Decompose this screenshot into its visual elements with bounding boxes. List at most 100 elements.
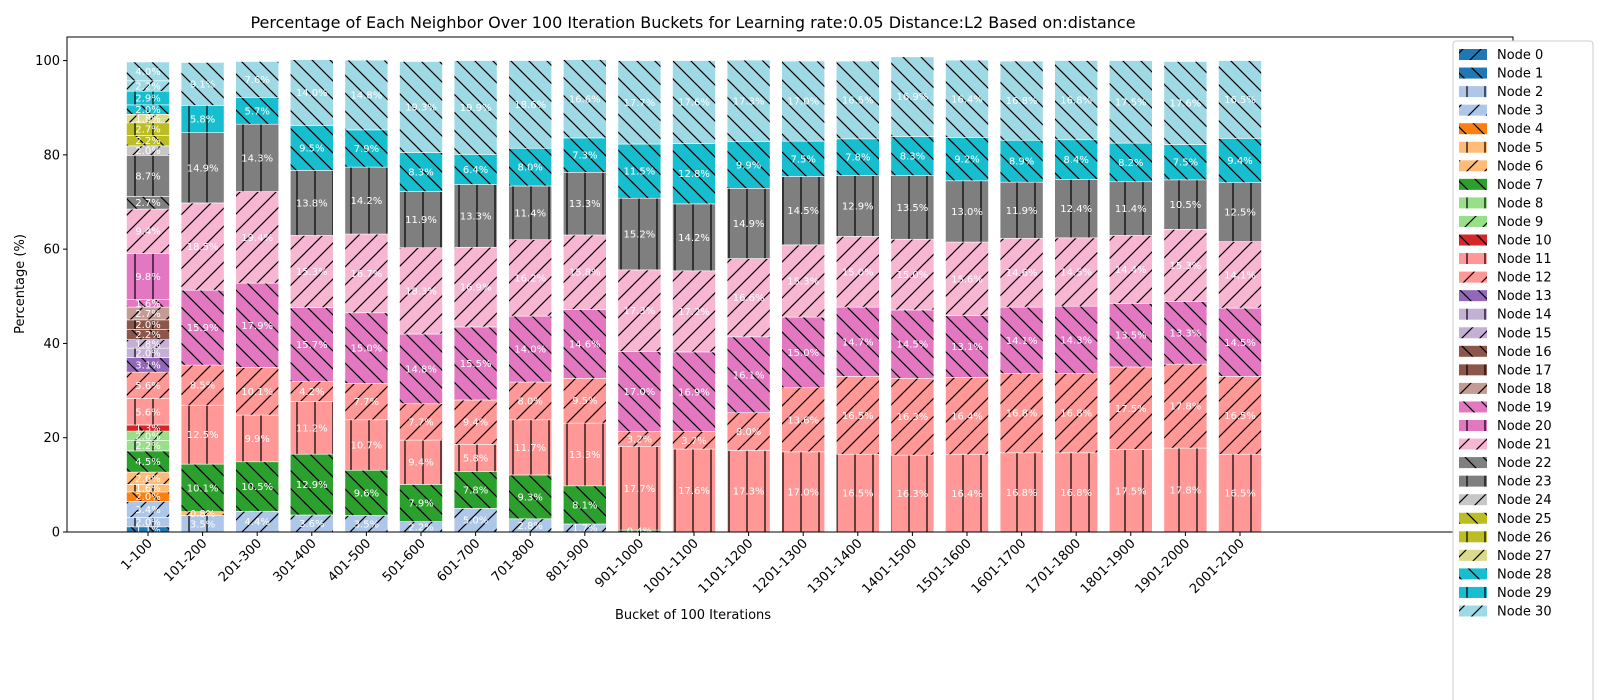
bar-segment [399, 247, 443, 335]
segment-label: 17.3% [733, 96, 765, 107]
x-tick-label: 1401-1500 [860, 536, 921, 597]
segment-label: 17.0% [787, 487, 819, 498]
x-tick-label: 601-700 [434, 536, 483, 585]
legend-label: Node 21 [1497, 438, 1552, 453]
segment-label: 16.8% [1060, 96, 1092, 107]
legend-swatch [1459, 86, 1487, 98]
bar-segment [1109, 449, 1153, 533]
bar-segment [235, 61, 279, 98]
y-tick-label: 20 [43, 431, 60, 446]
x-tick-label: 201-300 [216, 536, 265, 585]
bar-segment [562, 234, 607, 310]
segment-label: 2.0% [135, 518, 160, 529]
bar-segment [835, 60, 880, 140]
segment-label: 8.2% [1118, 158, 1143, 169]
bar-segment [562, 378, 607, 424]
legend-label: Node 30 [1497, 605, 1552, 620]
segment-label: 1.7% [572, 523, 597, 534]
bar-segment [399, 191, 443, 249]
bars-layer [126, 56, 1262, 533]
bar-segment [726, 188, 771, 259]
bar-segment [945, 137, 989, 182]
bar-segment [289, 401, 334, 455]
segment-label: 14.2% [678, 233, 710, 244]
segment-label: 9.4% [408, 458, 433, 469]
segment-label: 2.7% [135, 125, 160, 136]
segment-label: 2.2% [135, 330, 160, 341]
segment-label: 15.0% [351, 344, 383, 355]
bar-segment [781, 140, 826, 177]
segment-label: 9.6% [354, 488, 379, 499]
segment-label: 12.8% [678, 169, 710, 180]
segment-label: 2.7% [135, 198, 160, 209]
bar-segment [999, 60, 1044, 141]
bar-segment [726, 336, 771, 414]
bar-segment [1218, 138, 1262, 183]
bar-segment [1218, 307, 1262, 377]
segment-label: 19.3% [405, 103, 437, 114]
bar-segment [453, 154, 498, 185]
bar-segment [1109, 181, 1153, 236]
bar-segment [562, 485, 607, 525]
bar-segment [1054, 139, 1098, 180]
x-tick-label: 1-100 [119, 536, 156, 573]
legend-swatch [1459, 141, 1487, 153]
bar-segment [1163, 144, 1208, 181]
bar-segment [562, 137, 607, 173]
bar-segment [890, 454, 935, 533]
segment-label: 17.6% [678, 98, 710, 109]
bar-segment [726, 412, 771, 451]
bar-segment [617, 269, 662, 352]
bar-segment [344, 129, 389, 168]
legend-label: Node 18 [1497, 382, 1552, 397]
legend-label: Node 17 [1497, 363, 1552, 378]
segment-label: 16.7% [351, 269, 383, 280]
legend-label: Node 22 [1497, 456, 1552, 471]
bar-segment [781, 387, 826, 453]
bar-segment [1218, 453, 1262, 533]
segment-label: 9.4% [135, 227, 160, 238]
bar-segment [1163, 61, 1208, 145]
legend-swatch [1459, 549, 1487, 561]
x-tick-label: 301-400 [271, 536, 320, 585]
legend-swatch [1459, 160, 1487, 172]
legend-swatch [1459, 215, 1487, 227]
segment-label: 10.7% [351, 441, 383, 452]
segment-label: 14.5% [897, 340, 929, 351]
segment-label: 8.0% [736, 427, 761, 438]
segment-label: 2.0% [135, 492, 160, 503]
segment-label: 1.8% [135, 339, 160, 350]
legend-label: Node 6 [1497, 159, 1543, 174]
segment-label: 7.6% [244, 75, 269, 86]
legend-swatch [1459, 290, 1487, 302]
bar-segment [235, 191, 279, 284]
bar-segment [344, 469, 389, 516]
legend-swatch [1459, 364, 1487, 376]
segment-label: 16.8% [1060, 488, 1092, 499]
bar-segment [344, 59, 389, 131]
bar-segment [1163, 301, 1208, 365]
bar-segment [999, 139, 1044, 183]
legend-swatch [1459, 49, 1487, 60]
segment-label: 13.3% [569, 450, 601, 461]
segment-label: 2.0% [135, 146, 160, 157]
segment-label: 9.8% [135, 272, 160, 283]
segment-label: 16.5% [1224, 95, 1256, 106]
legend-label: Node 15 [1497, 326, 1552, 341]
bar-segment [835, 376, 880, 455]
bar-segment [1218, 241, 1262, 309]
bar-segment [672, 351, 716, 432]
legend-label: Node 20 [1497, 419, 1552, 434]
legend-label: Node 27 [1497, 549, 1552, 564]
bar-segment [180, 289, 225, 366]
segment-label: 8.1% [572, 500, 597, 511]
bar-segment [126, 61, 170, 82]
legend-swatch [1459, 401, 1487, 413]
segment-label: 8.0% [517, 163, 542, 174]
segment-label: 15.9% [187, 323, 219, 334]
segment-label: 19.9% [460, 103, 492, 114]
legend-label: Node 4 [1497, 122, 1543, 137]
segment-label: 7.3% [572, 151, 597, 162]
bar-segment [890, 309, 935, 379]
segment-label: 15.0% [842, 267, 874, 278]
